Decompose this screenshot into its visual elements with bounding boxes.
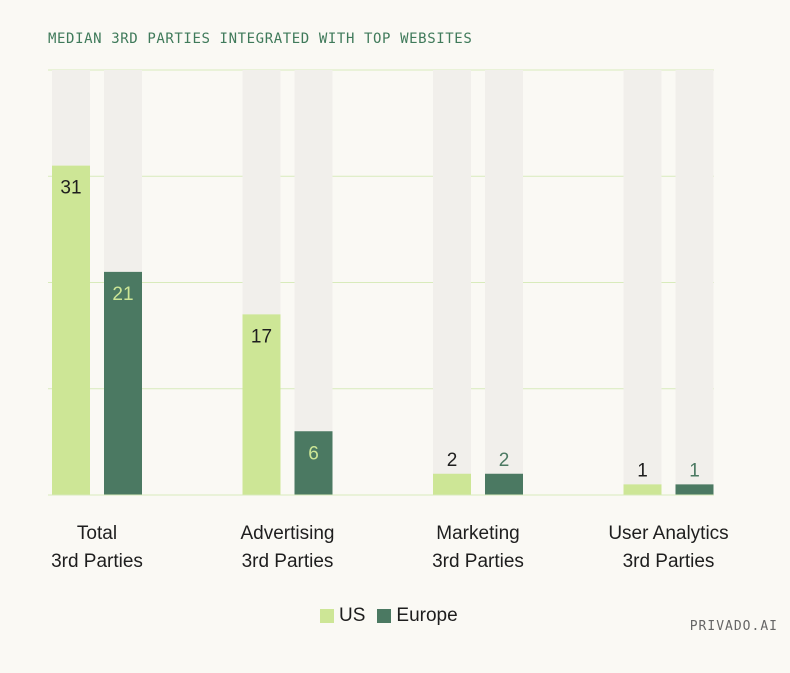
category-label-line2: 3rd Parties	[7, 548, 187, 576]
legend-item-us: US	[320, 605, 365, 627]
category-label-line2: 3rd Parties	[579, 548, 759, 576]
category-label: User Analytics 3rd Parties	[579, 520, 759, 576]
data-label-europe: 1	[689, 460, 700, 481]
data-label-us: 2	[447, 450, 458, 471]
legend-swatch-us	[320, 609, 334, 623]
category-label-line2: 3rd Parties	[198, 548, 378, 576]
data-label-us: 31	[60, 178, 81, 199]
brand-watermark: PRIVADO.AI	[690, 619, 778, 634]
legend-label-europe: Europe	[396, 605, 457, 627]
data-label-us: 1	[637, 460, 648, 481]
bar-europe	[104, 272, 142, 495]
legend-label-us: US	[339, 605, 365, 627]
bar-track-europe	[485, 70, 523, 495]
bar-track-us	[433, 70, 471, 495]
bar-europe	[676, 484, 714, 495]
data-label-europe: 2	[499, 450, 510, 471]
bar-track-europe	[676, 70, 714, 495]
category-label-line1: Advertising	[198, 520, 378, 548]
bar-us	[433, 474, 471, 495]
bar-europe	[485, 474, 523, 495]
data-label-us: 17	[251, 326, 272, 347]
data-label-europe: 21	[112, 284, 133, 305]
bar-us	[52, 166, 90, 495]
category-label-line1: Marketing	[388, 520, 568, 548]
legend-item-europe: Europe	[377, 605, 457, 627]
bar-us	[624, 484, 662, 495]
category-label: Marketing 3rd Parties	[388, 520, 568, 576]
legend-swatch-europe	[377, 609, 391, 623]
bar-track-us	[624, 70, 662, 495]
category-label: Total 3rd Parties	[7, 520, 187, 576]
category-label: Advertising 3rd Parties	[198, 520, 378, 576]
data-label-europe: 6	[308, 443, 319, 464]
category-label-line1: User Analytics	[579, 520, 759, 548]
category-label-line1: Total	[7, 520, 187, 548]
legend: US Europe	[320, 605, 470, 627]
category-label-line2: 3rd Parties	[388, 548, 568, 576]
